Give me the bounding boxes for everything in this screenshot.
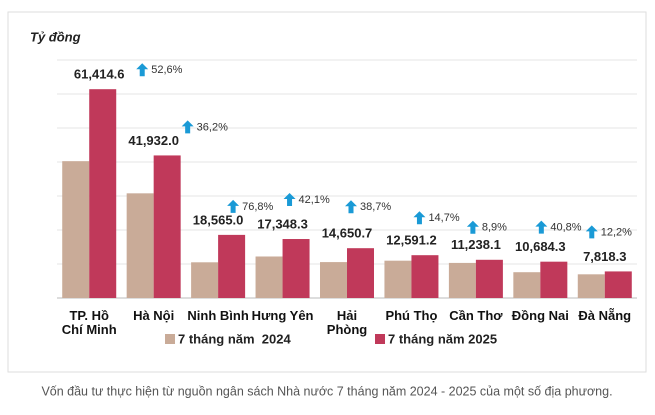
bar	[153, 155, 181, 298]
value-label: 12,591.2	[386, 233, 437, 248]
bar	[89, 89, 117, 298]
bar	[475, 259, 503, 298]
value-label: 17,348.3	[257, 216, 308, 231]
legend-swatch	[165, 334, 175, 344]
bar	[448, 262, 476, 298]
x-tick-label: Hà Nội	[133, 308, 175, 323]
bar	[218, 234, 246, 298]
growth-label: 38,7%	[360, 201, 391, 213]
value-label: 61,414.6	[74, 67, 125, 82]
bar	[347, 248, 374, 298]
value-label: 18,565.0	[193, 212, 244, 227]
bar	[126, 193, 154, 298]
legend-label: 7 tháng năm 2025	[388, 331, 497, 346]
x-tick-label: TP. Hồ Chí Minh	[61, 308, 117, 337]
bar	[282, 239, 310, 298]
bar	[384, 260, 412, 298]
legend-label: 7 tháng năm 2024	[178, 331, 291, 346]
value-label: 41,932.0	[128, 133, 179, 148]
growth-arrow	[535, 220, 548, 234]
growth-arrow	[283, 193, 296, 207]
x-tick-label: Phú Thọ	[385, 308, 438, 323]
x-tick-label: Cần Thơ	[449, 308, 503, 323]
growth-arrow	[181, 120, 194, 134]
value-label: 14,650.7	[322, 226, 373, 241]
legend-swatch	[375, 334, 385, 344]
bar	[577, 274, 605, 298]
growth-arrow	[585, 225, 598, 239]
growth-label: 42,1%	[299, 194, 330, 206]
growth-label: 14,7%	[428, 212, 459, 224]
growth-label: 76,8%	[242, 201, 273, 213]
value-label: 7,818.3	[583, 249, 626, 264]
bar	[411, 255, 439, 298]
growth-arrow	[136, 63, 149, 77]
x-tick-label: Đồng Nai	[511, 308, 569, 323]
growth-arrow	[227, 199, 240, 213]
x-tick-label: Đà Nẵng	[578, 308, 632, 323]
caption: Vốn đầu tư thực hiện từ nguồn ngân sách …	[41, 384, 612, 398]
growth-arrow	[345, 200, 357, 214]
value-label: 11,238.1	[451, 237, 501, 252]
growth-label: 40,8%	[550, 222, 581, 234]
x-tick-label: Ninh Bình	[187, 308, 249, 323]
bar	[513, 272, 541, 298]
bar	[62, 161, 90, 298]
x-tick-label: Hải Phòng	[326, 308, 368, 337]
bar	[255, 256, 283, 298]
growth-label: 52,6%	[151, 64, 182, 76]
bar	[191, 262, 219, 298]
growth-arrow	[466, 220, 479, 234]
x-tick-label: Hưng Yên	[251, 308, 314, 323]
bar	[320, 262, 347, 298]
y-axis-label: Tỷ đồng	[30, 29, 81, 44]
bar	[604, 271, 632, 298]
growth-label: 8,9%	[482, 222, 507, 234]
value-label: 10,684.3	[515, 239, 566, 254]
growth-arrow	[413, 211, 426, 225]
growth-label: 36,2%	[197, 121, 228, 133]
growth-label: 12,2%	[601, 226, 632, 238]
bar	[540, 261, 568, 298]
